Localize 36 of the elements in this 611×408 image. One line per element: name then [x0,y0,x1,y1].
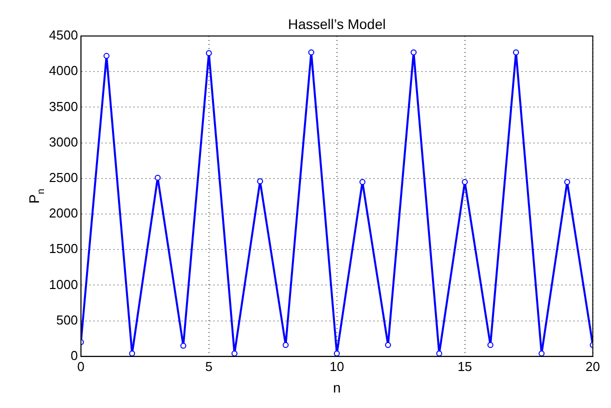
y-tick-label: 1500 [49,241,78,256]
point [206,50,212,56]
y-tick-label: 4500 [49,28,78,43]
point [512,49,519,56]
y-axis-title: Pn [26,188,47,204]
y-tick-label: 2000 [49,206,78,221]
y-tick-label: 2500 [49,170,78,185]
point [308,49,314,56]
y-tick-label: 3500 [49,98,78,114]
y-tick-label: 0 [70,348,78,363]
point [462,178,468,185]
point [154,174,161,181]
point [385,342,392,348]
x-tick-label: 10 [330,358,344,374]
chart-title: Hassell’s Model [288,16,386,32]
point [282,342,289,348]
point [129,350,136,356]
y-tick-label: 500 [56,312,78,328]
y-tick-label: 3000 [49,134,78,150]
point [538,350,545,356]
point [436,350,442,356]
point [410,49,417,56]
point [564,178,570,185]
point [257,178,264,184]
point [359,178,366,185]
point [231,350,238,356]
point [180,342,186,349]
x-tick-label: 20 [586,358,600,374]
y-tick-label: 1000 [49,276,78,292]
x-tick-label: 15 [458,358,472,374]
x-axis-title: n [332,379,341,396]
point [334,350,340,356]
y-tick-label: 4000 [49,63,78,78]
point [487,342,494,348]
point [104,52,110,59]
x-tick-label: 5 [205,358,212,374]
